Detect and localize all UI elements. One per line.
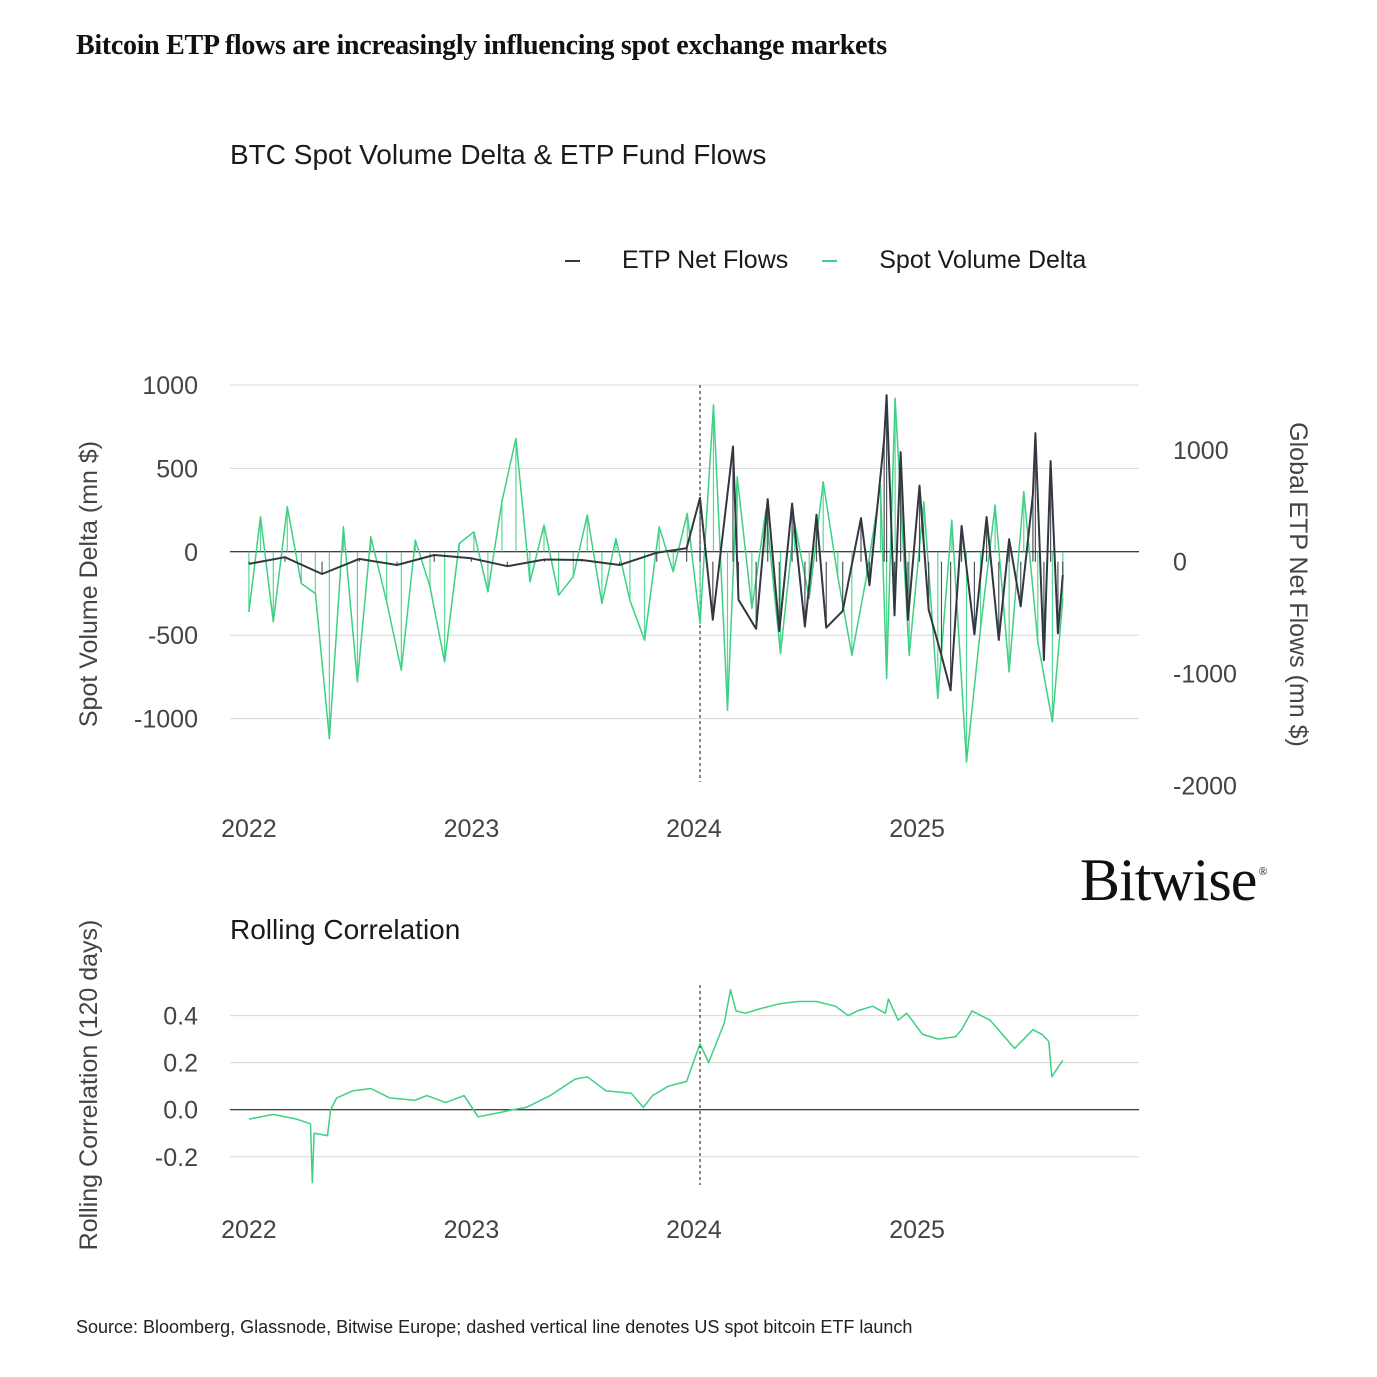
x-tick-label: 2024	[666, 1216, 722, 1244]
y-tick-label: 1000	[142, 372, 198, 400]
y-tick-label: 0.2	[163, 1050, 198, 1078]
y2-tick-label: -2000	[1173, 772, 1237, 800]
x-tick-label: 2025	[889, 1216, 945, 1244]
legend-swatch-spot	[822, 259, 838, 262]
y2-tick-label: -1000	[1173, 661, 1237, 689]
legend-label-spot: Spot Volume Delta	[879, 246, 1087, 274]
y-tick-label: 500	[156, 455, 198, 483]
bitwise-logo: Bitwise ®	[1080, 846, 1267, 915]
x-tick-label: 2023	[444, 1216, 500, 1244]
y-tick-label: -500	[148, 622, 198, 650]
y-tick-label: 0.4	[163, 1003, 198, 1031]
chart-title-flows: BTC Spot Volume Delta & ETP Fund Flows	[230, 139, 767, 170]
chart-1-group: 0.4 0.2 0.0 -0.2 2022 2023 2024 2025 Rolling Cor…	[75, 920, 1139, 1251]
legend: ETP Net Flows Spot Volume Delta	[565, 246, 1120, 275]
y2-axis-label: Global ETP Net Flows (mn $)	[1284, 422, 1312, 747]
etp-flows-line	[248, 394, 1064, 692]
headline: Bitcoin ETP flows are increasingly influ…	[76, 30, 887, 61]
x-tick-label: 2025	[889, 815, 945, 843]
logo-text: Bitwise	[1080, 847, 1257, 913]
y2-tick-label: 1000	[1173, 437, 1229, 465]
y-axis-label: Rolling Correlation (120 days)	[75, 920, 103, 1251]
y-tick-label: 0.0	[163, 1097, 198, 1125]
correlation-line	[248, 988, 1064, 1184]
legend-item-spot[interactable]: Spot Volume Delta	[822, 246, 1086, 275]
registered-mark: ®	[1258, 864, 1267, 878]
y-tick-label: -1000	[134, 706, 198, 734]
y-tick-label: 0	[184, 539, 198, 567]
chart-title-correlation: Rolling Correlation	[230, 914, 461, 945]
legend-item-etp[interactable]: ETP Net Flows	[565, 246, 788, 275]
legend-label-etp: ETP Net Flows	[622, 246, 789, 274]
x-tick-label: 2022	[221, 815, 277, 843]
y-tick-label: -0.2	[155, 1144, 198, 1172]
legend-swatch-etp	[565, 259, 580, 262]
x-tick-label: 2022	[221, 1216, 277, 1244]
source-note: Source: Bloomberg, Glassnode, Bitwise Eu…	[76, 1317, 913, 1337]
x-tick-label: 2023	[444, 815, 500, 843]
chart-0-group: 1000 500 0 -500 -1000 1000 0 -1000 -2000 Global E…	[75, 372, 1312, 843]
x-tick-label: 2024	[666, 815, 722, 843]
spot-delta-line	[248, 397, 1064, 763]
y-axis-label: Spot Volume Delta (mn $)	[75, 441, 103, 727]
y2-tick-label: 0	[1173, 549, 1187, 577]
